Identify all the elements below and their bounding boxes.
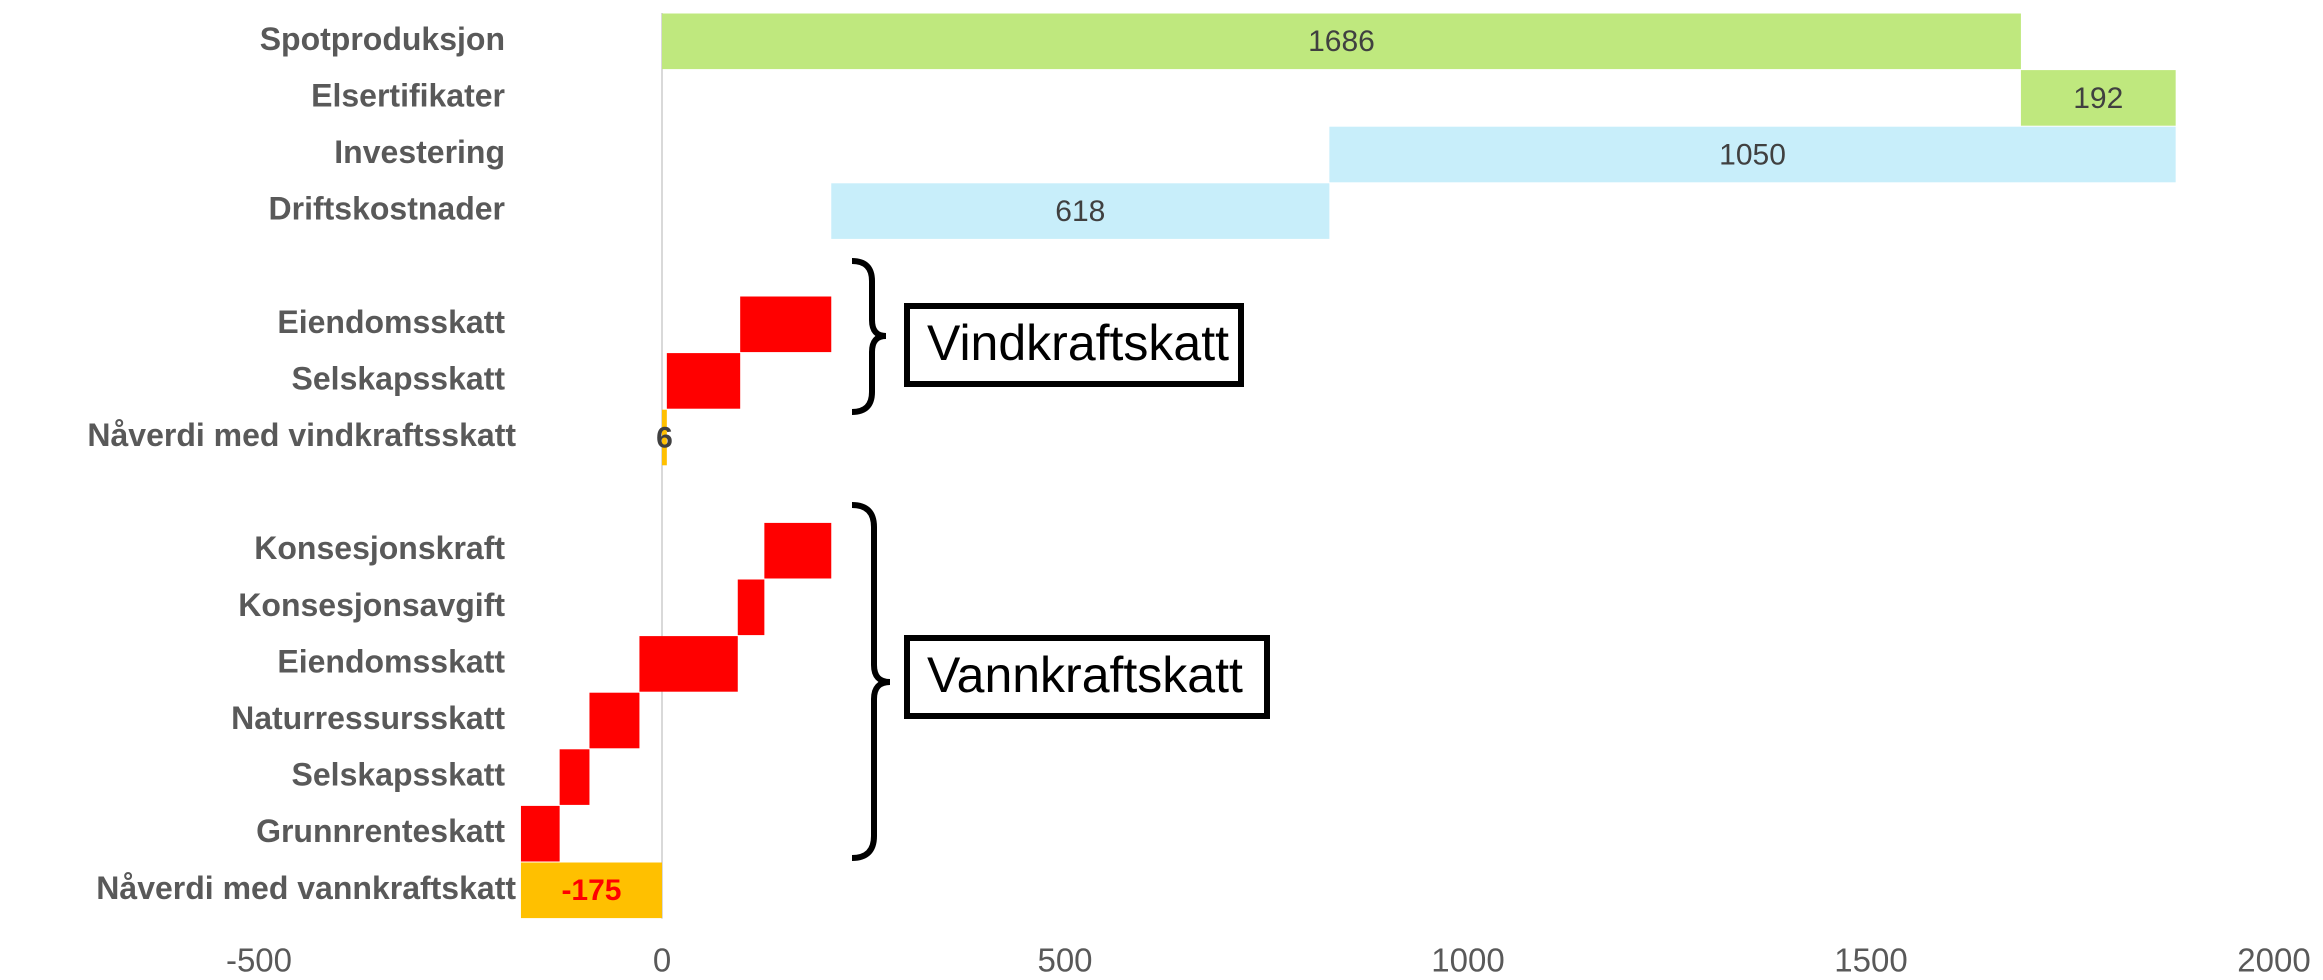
bar: [559, 749, 590, 805]
bar: [520, 862, 662, 919]
bar: [662, 13, 2021, 70]
bar: [740, 296, 832, 353]
bar: [2020, 70, 2176, 126]
category-label: Naturressursskatt: [231, 700, 505, 736]
category-label: Nåverdi med vindkraftsskatt: [87, 417, 516, 453]
category-label: Konsesjonsavgift: [238, 587, 505, 623]
x-tick-label: -500: [226, 942, 292, 979]
category-label: Eiendomsskatt: [277, 643, 505, 679]
value-label: 1686: [1308, 25, 1375, 58]
bar: [831, 183, 1330, 239]
value-label: 6: [656, 421, 673, 454]
bar: [662, 409, 667, 466]
bar: [764, 522, 832, 579]
category-label: Eiendomsskatt: [277, 304, 505, 340]
value-label: 1050: [1719, 138, 1786, 171]
category-label: Elsertifikater: [311, 77, 505, 113]
category-label: Nåverdi med vannkraftskatt: [96, 870, 516, 906]
category-label: Spotproduksjon: [260, 21, 505, 57]
x-tick-label: 1000: [1431, 942, 1504, 979]
annotation: Vannkraftskatt: [927, 647, 1243, 703]
x-tick-label: 1500: [1834, 942, 1907, 979]
value-label: 618: [1055, 195, 1105, 228]
annotation: Vindkraftskatt: [927, 315, 1229, 371]
category-label: Selskapsskatt: [292, 360, 506, 396]
annotation-box: [904, 635, 1270, 719]
bar: [737, 579, 765, 636]
bar: [589, 692, 640, 749]
category-label: Selskapsskatt: [292, 757, 506, 793]
bar: [520, 805, 560, 862]
x-tick-label: 2000: [2237, 942, 2310, 979]
category-label: Konsesjonskraft: [254, 530, 505, 566]
category-label: Grunnrenteskatt: [256, 813, 505, 849]
category-label: Driftskostnader: [269, 191, 506, 227]
value-label: -175: [561, 874, 621, 907]
annotation-box: [904, 303, 1244, 387]
bar: [639, 636, 738, 692]
bar: [666, 353, 741, 409]
x-tick-label: 500: [1037, 942, 1092, 979]
value-label: 192: [2073, 82, 2123, 115]
bracket: [851, 502, 891, 861]
x-tick-label: 0: [653, 942, 671, 979]
bracket: [851, 258, 887, 415]
bar: [1329, 126, 2176, 183]
category-label: Investering: [334, 134, 505, 170]
